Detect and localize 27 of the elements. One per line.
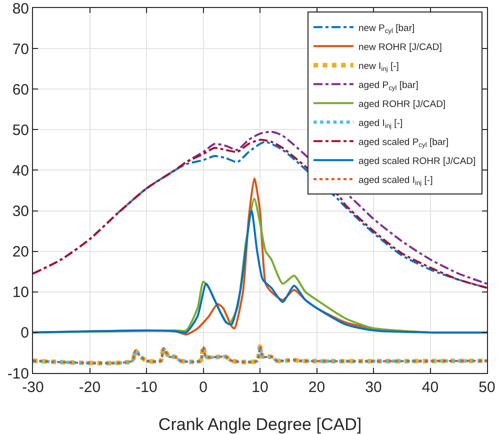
y-tick-label: 50 [12, 122, 29, 139]
y-tick-label: 70 [12, 40, 29, 58]
legend-label: aged ROHR [J/CAD] [358, 98, 446, 110]
legend-label: new I$_{inj}$ [-] [358, 60, 399, 73]
x-axis-title: Crank Angle Degree [CAD] [158, 415, 362, 434]
legend-label: aged scaled P$_{cyl}$ [bar] [358, 136, 448, 149]
y-tick-label: 30 [12, 203, 29, 220]
legend-label: aged scaled ROHR [J/CAD] [358, 156, 476, 167]
legend-label: aged P$_{cyl}$ [bar] [358, 80, 418, 92]
x-tick-label: -20 [78, 379, 101, 396]
y-tick-label: 0 [20, 324, 29, 342]
x-tick-label: 30 [365, 379, 382, 396]
y-tick-label: 80 [12, 0, 29, 18]
y-tick-label: 10 [12, 284, 29, 302]
x-tick-label: 50 [478, 379, 496, 396]
legend-label: aged I$_{inj}$ [-] [358, 118, 403, 130]
x-tick-label: 0 [199, 379, 208, 396]
x-tick-label: 10 [252, 379, 268, 396]
legend-label: new ROHR [J/CAD] [358, 42, 442, 53]
legend-label: aged scaled I$_{inj}$ [-] [358, 174, 433, 187]
x-tick-label: 40 [422, 379, 439, 396]
legend-label: new P$_{cyl}$ [bar] [358, 22, 415, 35]
y-tick-label: 40 [12, 162, 29, 180]
y-tick-label: 20 [12, 244, 29, 261]
x-tick-label: 20 [308, 379, 326, 396]
x-tick-label: -10 [136, 379, 158, 396]
y-tick-label: 60 [12, 81, 29, 98]
